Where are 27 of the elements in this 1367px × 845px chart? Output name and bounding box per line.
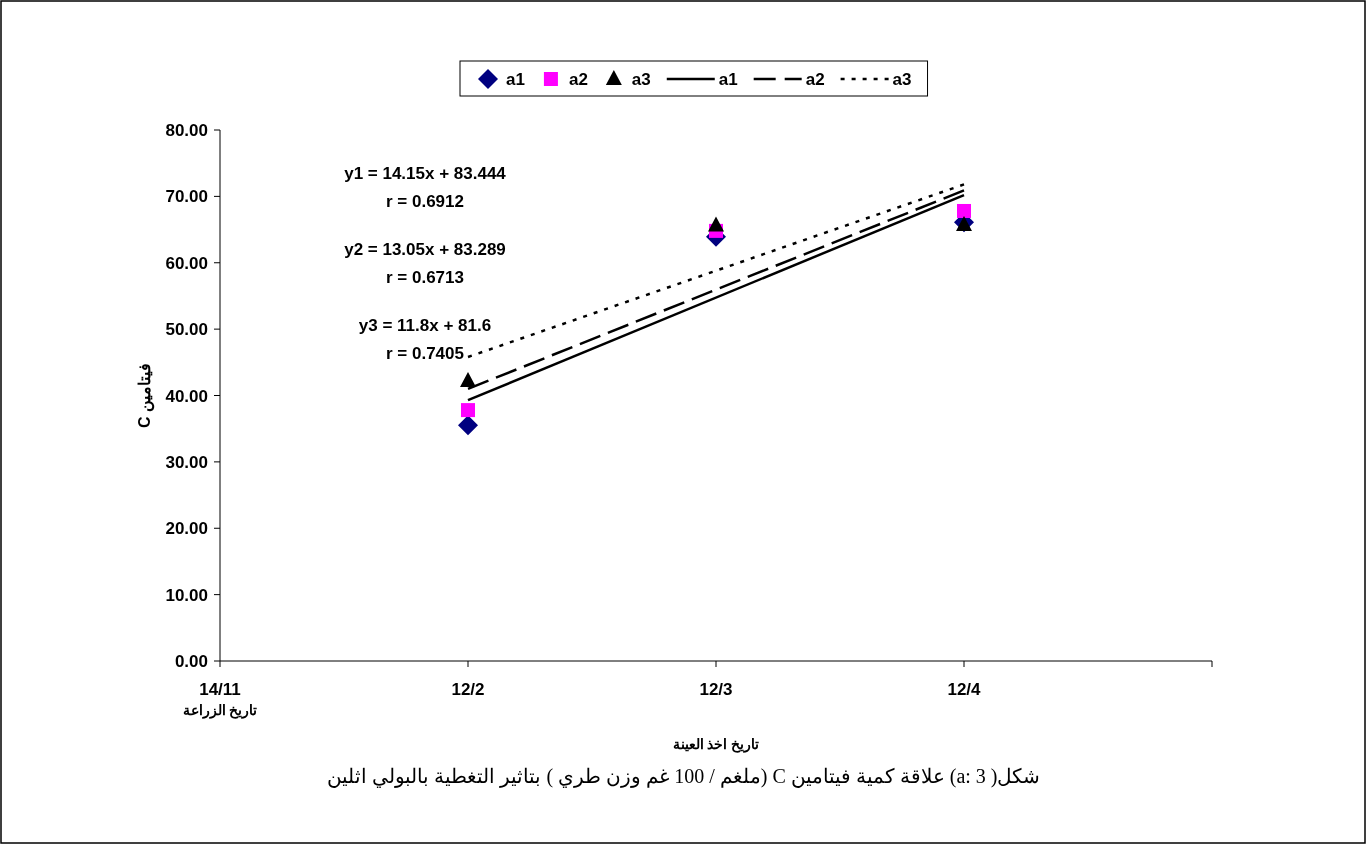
y-tick-label: 60.00	[165, 253, 208, 273]
x-tick-label: 12/4	[947, 680, 982, 699]
y-tick-label: 0.00	[174, 652, 208, 671]
y-tick-label: 10.00	[165, 585, 208, 605]
legend-label: a1	[506, 70, 525, 89]
y-tick-label: 70.00	[165, 187, 208, 207]
y-tick-label: 20.00	[165, 519, 208, 539]
x-tick-label: 12/2	[451, 680, 485, 699]
text: شكل( a: 3) علاقة كمية فيتامين C (ملغم / 100 غم وزن طري ) بتاثير التغطية بالبولي اثلين	[327, 765, 1041, 788]
y-axis-title: فيتامين C	[136, 362, 155, 429]
y-tick-label: 50.00	[165, 320, 208, 340]
y-tick-label: 30.00	[165, 452, 208, 472]
annotation: y2 = 13.05x + 83.289	[344, 240, 506, 259]
annotation: r = 0.6912	[386, 192, 464, 211]
x-axis-title: تاريخ اخذ العينة	[672, 736, 760, 753]
annotation: y3 = 11.8x + 81.6	[358, 316, 492, 335]
legend-label: a2	[805, 70, 825, 89]
y-tick-label: 80.00	[165, 121, 208, 140]
legend-label: a2	[568, 70, 588, 89]
legend-label: a3	[631, 70, 651, 89]
legend-label: a1	[718, 70, 738, 89]
x-tick-label: 12/3	[699, 680, 733, 699]
y-tick-label: 40.00	[165, 386, 208, 406]
legend-label: a3	[892, 70, 912, 89]
annotation: r = 0.7405	[386, 344, 464, 363]
annotation: y1 = 14.15x + 83.444	[344, 164, 507, 183]
annotation: r = 0.6713	[386, 268, 464, 287]
